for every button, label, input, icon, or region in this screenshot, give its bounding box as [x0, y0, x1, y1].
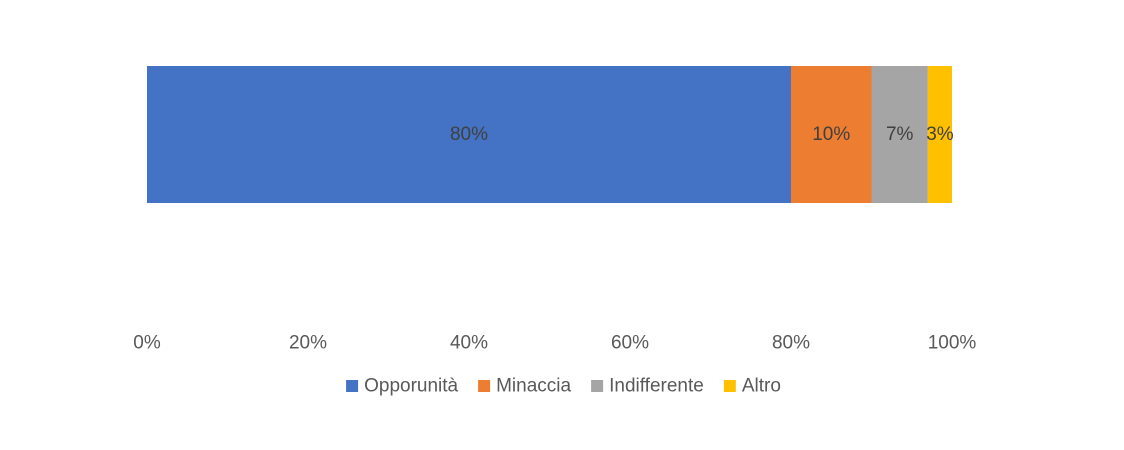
legend-swatch-0 — [346, 380, 359, 392]
bar-segment-1 — [791, 66, 872, 203]
x-axis: 0% 20% 40% 60% 80% 100% — [133, 333, 976, 354]
data-label-3: 3% — [926, 124, 954, 145]
data-label-2: 7% — [886, 124, 914, 145]
x-tick-label-5: 100% — [928, 333, 977, 354]
legend-item-0: Opporunità — [346, 376, 459, 397]
legend-swatch-1 — [478, 380, 491, 392]
data-labels-layer: 80% 10% 7% 3% — [450, 124, 954, 145]
x-tick-label-2: 40% — [450, 333, 488, 354]
x-tick-label-4: 80% — [772, 333, 810, 354]
legend-label-2: Indifferente — [609, 376, 704, 397]
x-tick-label-1: 20% — [289, 333, 327, 354]
legend-item-2: Indifferente — [591, 376, 704, 397]
bars-layer — [147, 66, 952, 203]
bar-segment-0 — [147, 66, 791, 203]
legend-item-1: Minaccia — [478, 376, 572, 397]
x-tick-label-3: 60% — [611, 333, 649, 354]
legend-label-3: Altro — [742, 376, 781, 397]
data-label-1: 10% — [812, 124, 850, 145]
legend-label-0: Opporunità — [364, 376, 458, 397]
legend-label-1: Minaccia — [496, 376, 571, 397]
bar-segment-2 — [871, 66, 928, 203]
bar-segment-3 — [927, 66, 952, 203]
x-tick-label-0: 0% — [133, 333, 161, 354]
legend: Opporunità Minaccia Indifferente Altro — [346, 376, 781, 397]
legend-swatch-3 — [723, 380, 736, 392]
data-label-0: 80% — [450, 124, 488, 145]
legend-item-3: Altro — [723, 376, 781, 397]
legend-swatch-2 — [591, 380, 604, 392]
